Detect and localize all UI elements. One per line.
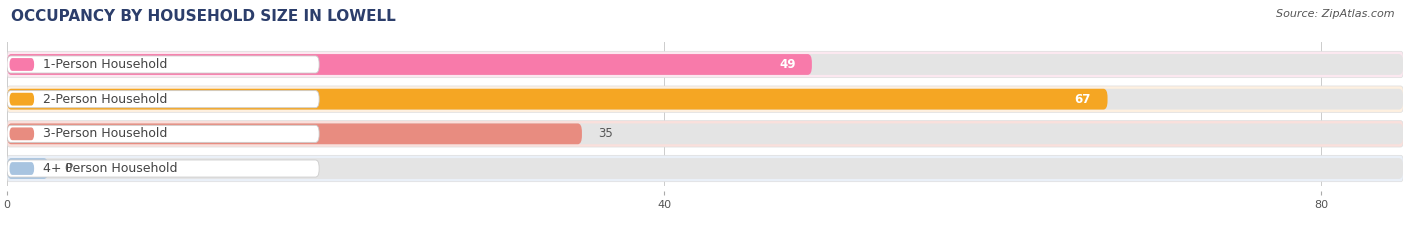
FancyBboxPatch shape [7,121,1403,147]
FancyBboxPatch shape [7,86,1403,112]
FancyBboxPatch shape [7,89,1108,110]
Text: Source: ZipAtlas.com: Source: ZipAtlas.com [1277,9,1395,19]
Text: 49: 49 [779,58,796,71]
Text: 3-Person Household: 3-Person Household [44,127,167,140]
Text: 4+ Person Household: 4+ Person Household [44,162,177,175]
FancyBboxPatch shape [7,158,1403,179]
Text: 35: 35 [599,127,613,140]
FancyBboxPatch shape [10,127,34,140]
FancyBboxPatch shape [7,123,1403,144]
Text: 2-Person Household: 2-Person Household [44,93,167,106]
Text: OCCUPANCY BY HOUSEHOLD SIZE IN LOWELL: OCCUPANCY BY HOUSEHOLD SIZE IN LOWELL [11,9,396,24]
FancyBboxPatch shape [7,155,1403,182]
FancyBboxPatch shape [7,123,582,144]
Text: 67: 67 [1074,93,1091,106]
FancyBboxPatch shape [7,56,319,73]
FancyBboxPatch shape [7,125,319,142]
FancyBboxPatch shape [7,158,48,179]
FancyBboxPatch shape [7,160,319,177]
Text: 0: 0 [65,162,72,175]
FancyBboxPatch shape [10,93,34,106]
FancyBboxPatch shape [7,91,319,108]
FancyBboxPatch shape [7,54,1403,75]
Text: 1-Person Household: 1-Person Household [44,58,167,71]
FancyBboxPatch shape [7,54,811,75]
FancyBboxPatch shape [7,89,1403,110]
FancyBboxPatch shape [10,162,34,175]
FancyBboxPatch shape [10,58,34,71]
FancyBboxPatch shape [7,51,1403,78]
